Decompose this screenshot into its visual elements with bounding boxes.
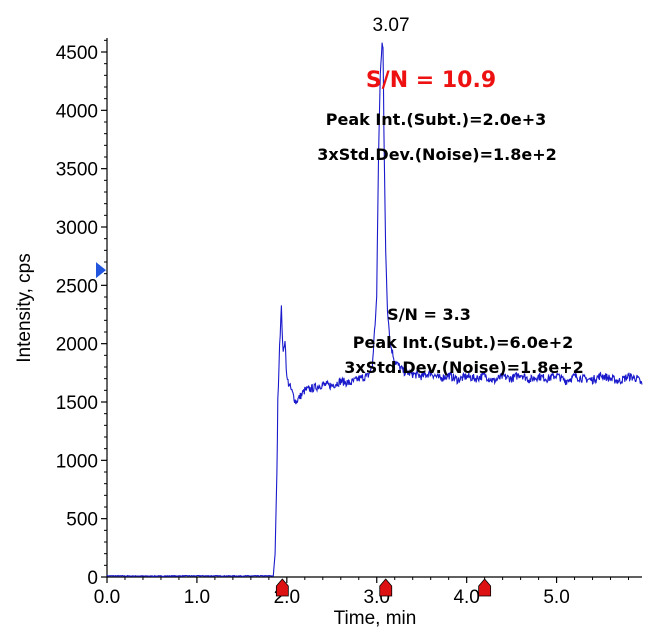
markers bbox=[96, 262, 492, 597]
y-ticks: 0 500 1000 1500 2000 2500 3000 3500 4000 4500 bbox=[56, 39, 107, 589]
peak-int-second-annotation: Peak Int.(Subt.)=6.0e+2 bbox=[353, 333, 574, 352]
sn-second-annotation: S/N = 3.3 bbox=[387, 305, 471, 324]
integration-marker bbox=[275, 578, 289, 597]
integration-marker bbox=[379, 578, 393, 597]
y-tick-label: 0 bbox=[87, 568, 98, 589]
x-axis-title: Time, min bbox=[334, 608, 417, 629]
integration-marker bbox=[478, 578, 492, 597]
noise-second-annotation: 3xStd.Dev.(Noise)=1.8e+2 bbox=[344, 358, 584, 377]
y-tick-label: 2000 bbox=[56, 335, 98, 356]
y-tick-label: 4500 bbox=[56, 43, 98, 64]
x-tick-label: 1.0 bbox=[184, 587, 210, 608]
peak-label: 3.07 bbox=[373, 15, 410, 36]
y-tick-label: 1000 bbox=[56, 451, 98, 472]
y-tick-label: 3000 bbox=[56, 218, 98, 239]
peak-int-main-annotation: Peak Int.(Subt.)=2.0e+3 bbox=[326, 110, 547, 129]
sn-main-annotation: S/N = 10.9 bbox=[366, 68, 496, 93]
series-line-chromatogram bbox=[106, 42, 643, 578]
y-axis-marker bbox=[96, 262, 106, 279]
y-tick-label: 4000 bbox=[56, 101, 98, 122]
y-tick-label: 3500 bbox=[56, 160, 98, 181]
y-tick-label: 2500 bbox=[56, 276, 98, 297]
y-axis-title: Intensity, cps bbox=[14, 253, 35, 362]
x-tick-label: 4.0 bbox=[453, 587, 479, 608]
y-tick-label: 1500 bbox=[56, 393, 98, 414]
x-tick-label: 5.0 bbox=[543, 587, 569, 608]
noise-main-annotation: 3xStd.Dev.(Noise)=1.8e+2 bbox=[317, 145, 557, 164]
x-ticks: 0.0 1.0 2.0 3.0 4.0 5.0 bbox=[94, 577, 630, 608]
y-tick-label: 500 bbox=[66, 510, 98, 531]
x-tick-label: 0.0 bbox=[94, 587, 120, 608]
